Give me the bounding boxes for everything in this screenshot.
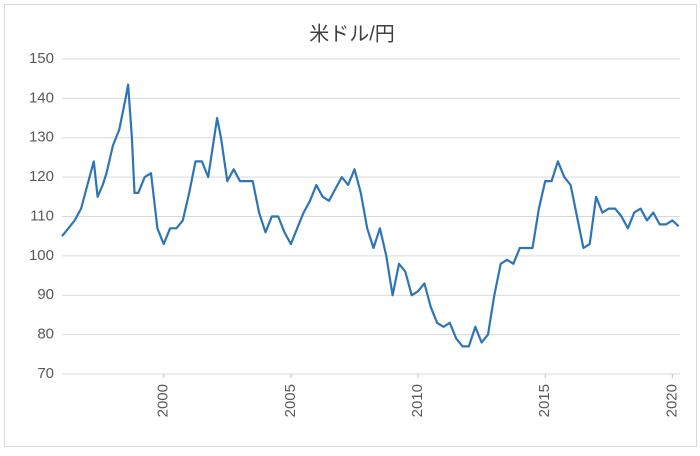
- y-tick-label: 120: [29, 168, 54, 185]
- chart-frame: [4, 4, 697, 447]
- y-tick-label: 130: [29, 129, 54, 146]
- y-tick-label: 140: [29, 89, 54, 106]
- y-tick-label: 150: [29, 50, 54, 67]
- x-tick-label: 2005: [282, 384, 299, 417]
- y-tick-label: 110: [30, 207, 54, 224]
- x-tick-label: 2000: [155, 384, 172, 417]
- line: [61, 83, 680, 348]
- x-tick-label: 2010: [409, 384, 426, 417]
- x-tick-label: 2020: [663, 384, 680, 417]
- y-tick-label: 100: [29, 247, 54, 264]
- chart-title: 米ドル/円: [309, 22, 395, 45]
- y-tick-label: 70: [37, 365, 54, 382]
- y-tick-label: 80: [37, 326, 54, 343]
- x-tick-label: 2015: [536, 384, 553, 417]
- y-tick-label: 90: [37, 286, 54, 303]
